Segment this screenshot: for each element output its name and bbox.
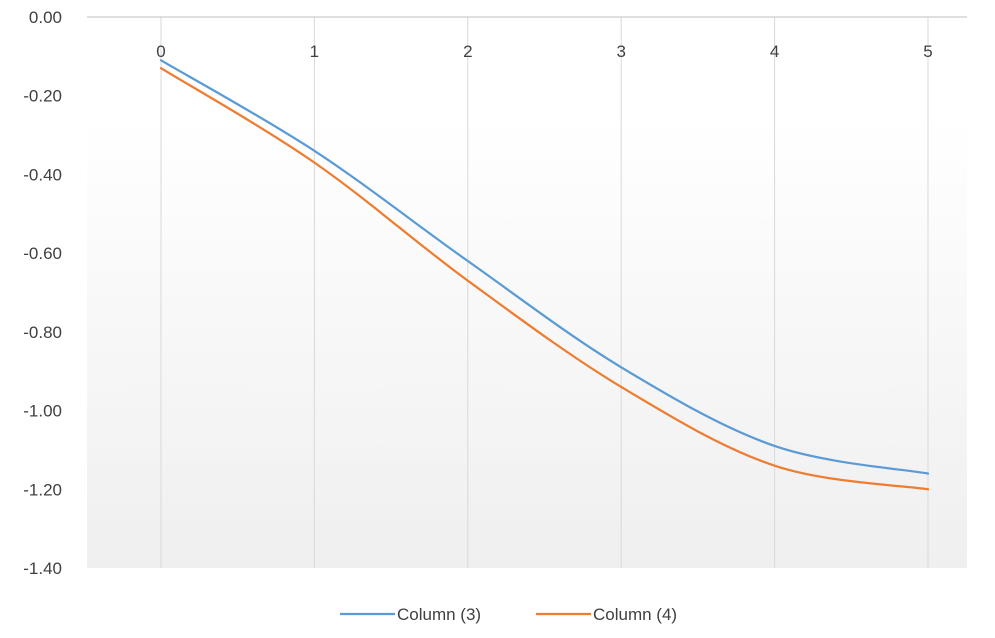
- series-lines: [159, 59, 930, 491]
- y-tick-label: -1.20: [23, 480, 62, 499]
- legend-label-2: Column (4): [593, 605, 677, 624]
- axes: 0 1 2 3 4 5 0.00 -0.20 -0.40 -0.60 -0.80 -1.00 -1.20…: [23, 8, 967, 578]
- legend-label-1: Column (3): [397, 605, 481, 624]
- x-tick-label: 0: [156, 42, 165, 61]
- y-tick-label: -1.40: [23, 559, 62, 578]
- x-tick-label: 5: [923, 42, 932, 61]
- plot-area: [87, 17, 967, 568]
- x-tick-label: 3: [616, 42, 625, 61]
- x-tick-label: 1: [310, 42, 319, 61]
- y-tick-label: -1.00: [23, 402, 62, 421]
- x-tick-label: 2: [463, 42, 472, 61]
- series-line-2: [159, 67, 930, 491]
- series-line-1: [159, 59, 930, 475]
- y-tick-label: -0.80: [23, 323, 62, 342]
- y-tick-label: 0.00: [29, 8, 62, 27]
- legend: Column (3) Column (4): [340, 605, 677, 624]
- y-tick-label: -0.20: [23, 87, 62, 106]
- grid-lines: [160, 17, 929, 568]
- y-tick-label: -0.40: [23, 165, 62, 184]
- y-tick-label: -0.60: [23, 244, 62, 263]
- x-tick-label: 4: [770, 42, 779, 61]
